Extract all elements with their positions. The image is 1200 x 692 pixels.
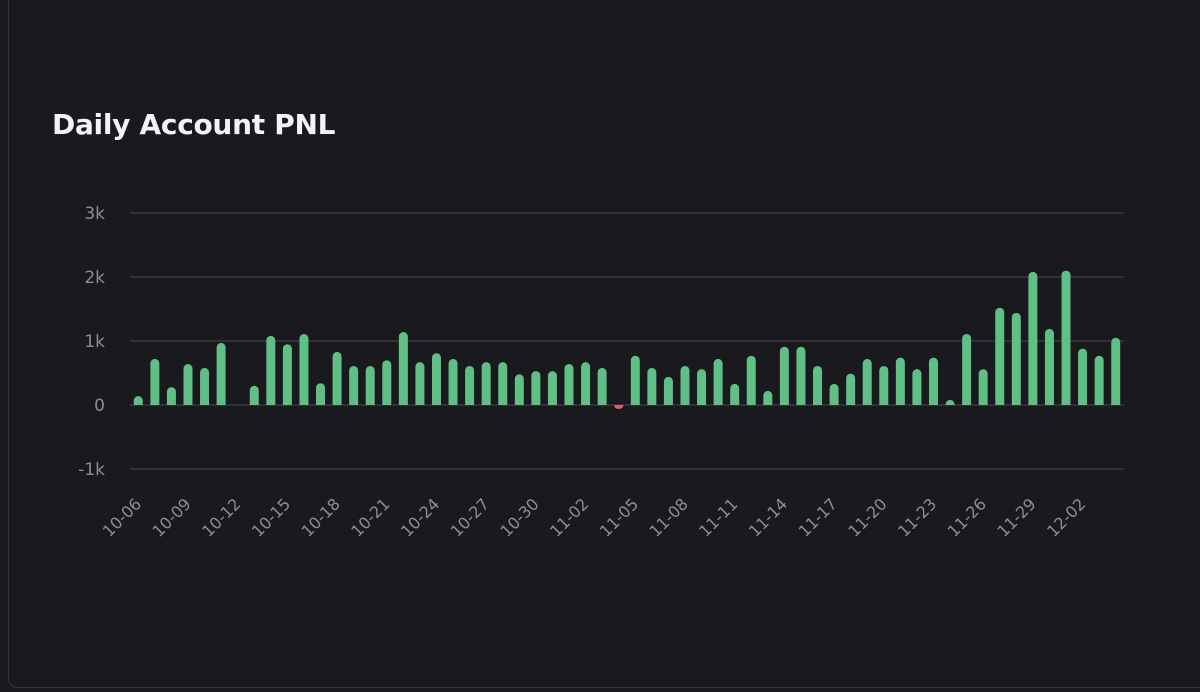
x-tick-label: 11-08 [645, 494, 691, 540]
bar-11-18[interactable] [846, 373, 856, 405]
bar-10-30[interactable] [531, 371, 541, 405]
bar-11-20[interactable] [879, 365, 889, 405]
bar-11-21[interactable] [895, 357, 905, 405]
bar-11-17[interactable] [829, 383, 839, 405]
bar-10-18[interactable] [332, 351, 342, 405]
bar-11-11[interactable] [730, 383, 740, 405]
bar-11-23[interactable] [928, 357, 938, 405]
chart-title: Daily Account PNL [52, 108, 336, 141]
y-tick-label: 3k [84, 204, 105, 224]
bar-10-26[interactable] [465, 365, 475, 405]
bar-10-09[interactable] [183, 364, 193, 405]
bar-11-07[interactable] [663, 376, 673, 405]
bar-10-21[interactable] [382, 360, 392, 405]
bar-10-19[interactable] [349, 365, 359, 405]
x-tick-label: 11-20 [844, 494, 890, 540]
y-tick-label: -1k [78, 460, 105, 480]
bar-10-08[interactable] [166, 387, 176, 405]
bar-11-19[interactable] [862, 358, 872, 405]
bar-11-01[interactable] [564, 364, 574, 405]
bar-11-09[interactable] [697, 369, 707, 405]
bar-11-29[interactable] [1028, 271, 1038, 405]
x-tick-label: 11-26 [944, 494, 990, 540]
x-tick-label: 10-06 [99, 494, 145, 540]
x-tick-label: 10-18 [298, 494, 344, 540]
bar-10-25[interactable] [448, 358, 458, 405]
bar-12-03[interactable] [1094, 355, 1104, 405]
bar-11-10[interactable] [713, 358, 723, 405]
bar-10-10[interactable] [200, 367, 210, 405]
bar-11-30[interactable] [1044, 328, 1054, 405]
bar-11-16[interactable] [813, 365, 823, 405]
bar-11-22[interactable] [912, 369, 922, 405]
bar-12-02[interactable] [1078, 348, 1088, 405]
x-tick-label: 10-09 [148, 494, 194, 540]
bar-10-20[interactable] [365, 365, 375, 405]
y-tick-label: 0 [94, 396, 105, 416]
bar-10-31[interactable] [547, 371, 557, 405]
bar-11-25[interactable] [962, 333, 972, 405]
y-tick-label: 1k [84, 332, 105, 352]
bar-11-26[interactable] [978, 369, 988, 405]
bar-11-13[interactable] [763, 390, 773, 405]
bar-11-28[interactable] [1011, 312, 1021, 405]
bar-10-15[interactable] [282, 344, 292, 405]
bar-12-04[interactable] [1111, 337, 1121, 405]
x-tick-label: 11-29 [993, 494, 1039, 540]
x-tick-label: 10-12 [198, 494, 244, 540]
bar-11-03[interactable] [597, 367, 607, 405]
bar-11-05[interactable] [630, 355, 640, 405]
bar-11-04[interactable] [614, 405, 624, 410]
bar-10-28[interactable] [498, 362, 508, 405]
bar-11-27[interactable] [995, 307, 1005, 405]
bar-10-27[interactable] [481, 362, 491, 405]
bar-11-24[interactable] [945, 399, 955, 405]
x-tick-label: 10-24 [397, 494, 443, 540]
bar-10-16[interactable] [299, 333, 309, 405]
x-tick-label: 10-27 [447, 494, 493, 540]
x-tick-label: 11-14 [745, 494, 791, 540]
x-tick-label: 10-15 [248, 494, 294, 540]
x-tick-label: 10-21 [347, 494, 393, 540]
bar-10-06[interactable] [133, 396, 143, 405]
bar-10-23[interactable] [415, 362, 425, 405]
y-tick-label: 2k [84, 268, 105, 288]
bar-11-02[interactable] [581, 362, 591, 405]
bar-10-29[interactable] [514, 374, 524, 405]
bar-10-17[interactable] [316, 383, 326, 405]
bar-11-15[interactable] [796, 346, 806, 405]
bar-11-14[interactable] [779, 346, 789, 405]
bar-11-12[interactable] [746, 355, 756, 405]
bar-10-14[interactable] [266, 335, 276, 405]
bar-11-06[interactable] [647, 367, 657, 405]
x-tick-label: 11-11 [695, 494, 741, 540]
bar-10-22[interactable] [398, 332, 408, 405]
x-tick-label: 11-05 [596, 494, 642, 540]
x-tick-label: 11-17 [795, 494, 841, 540]
bar-10-11[interactable] [216, 342, 226, 405]
bar-10-07[interactable] [150, 358, 160, 405]
x-tick-label: 12-02 [1043, 494, 1089, 540]
x-tick-label: 11-02 [546, 494, 592, 540]
bar-10-24[interactable] [431, 353, 441, 405]
x-tick-label: 10-30 [496, 494, 542, 540]
x-tick-label: 11-23 [894, 494, 940, 540]
bar-10-13[interactable] [249, 385, 259, 405]
bar-12-01[interactable] [1061, 270, 1071, 405]
bar-11-08[interactable] [680, 365, 690, 405]
